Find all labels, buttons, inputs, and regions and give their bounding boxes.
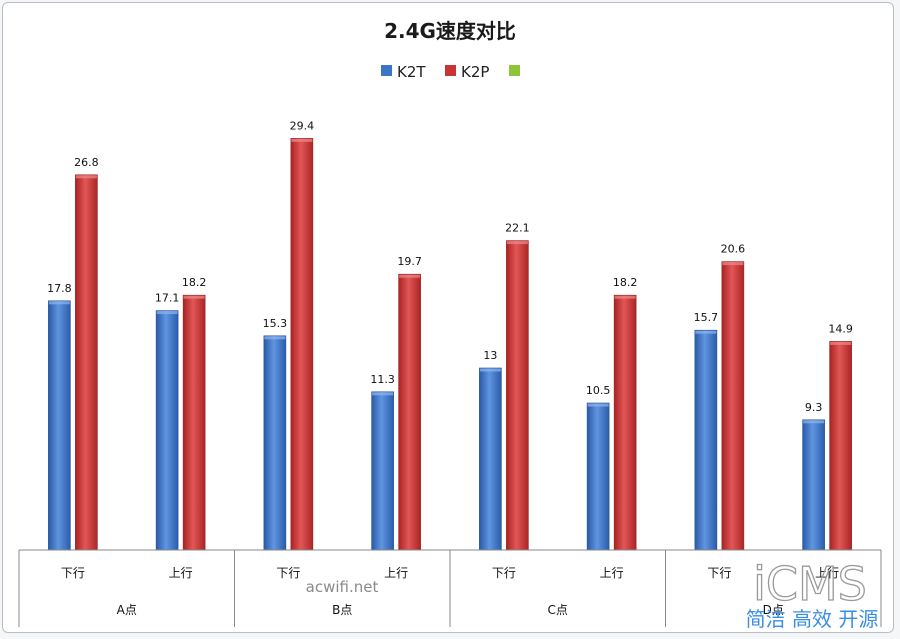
legend-label-k2t: K2T [397,63,426,81]
bar-k2p [613,294,637,551]
legend-swatch-k2t [381,65,392,76]
bar-k2t [586,402,610,551]
bar-k2p-highlight [830,341,852,345]
site-watermark: acwifi.net [306,578,379,596]
bars: 17.826.817.118.215.329.411.319.71322.110… [47,119,853,551]
data-label-k2t: 17.8 [47,282,72,295]
legend: K2T K2P [381,63,520,81]
data-label-k2t: 10.5 [586,384,611,397]
brand-slogan: 简洁 高效 开源 [746,607,879,631]
bar-k2t-highlight [48,301,70,305]
bar-k2t-highlight [264,336,286,340]
tick-label-sub: 上行 [169,566,193,580]
tick-label-group: D点 [763,603,784,617]
legend-swatch-k2p [445,65,456,76]
tick-label-sub: 上行 [384,566,408,580]
bar-k2t [694,329,718,551]
bar-k2t [802,419,825,551]
tick-label-sub: 下行 [61,566,85,580]
brand-logo: iCMS [753,557,867,611]
data-label-k2t: 15.3 [263,317,288,330]
data-label-k2p: 14.9 [828,322,853,335]
data-label-k2p: 29.4 [290,119,315,132]
bar-k2p [829,341,852,551]
bar-k2p [290,138,314,551]
data-label-k2p: 20.6 [721,243,746,256]
data-label-k2t: 17.1 [155,292,180,305]
bar-k2p-highlight [291,138,313,142]
data-label-k2p: 19.7 [397,255,422,268]
tick-label-group: B点 [332,603,352,617]
bar-k2p-highlight [399,274,421,278]
legend-swatch-series-3 [509,65,520,76]
bar-k2t-highlight [803,420,825,424]
bar-k2p [721,261,745,551]
bar-k2p [398,273,421,551]
tick-label-sub: 上行 [600,566,624,580]
data-label-k2t: 15.7 [694,311,719,324]
tick-label-sub: 下行 [276,566,300,580]
chart-frame [2,2,894,633]
bar-k2t-highlight [372,392,394,396]
bar-k2t-highlight [587,403,609,407]
data-label-k2p: 26.8 [74,156,99,169]
bar-k2p [75,174,98,551]
data-label-k2t: 9.3 [805,401,823,414]
bar-k2t [263,335,287,551]
bar-k2p-highlight [506,241,528,245]
chart-title: 2.4G速度对比 [384,19,516,43]
bar-k2p [182,294,206,551]
data-label-k2p: 18.2 [182,276,207,289]
bar-k2p-highlight [722,262,744,266]
data-label-k2p: 18.2 [613,276,638,289]
category-axis: 下行 上行 下行 上行 下行 上行 下行 上行 A点 B点 C点 D点 [18,549,882,627]
data-label-k2t: 13 [483,349,497,362]
bar-k2t-highlight [156,311,178,315]
bar-k2t [479,367,502,551]
data-label-k2t: 11.3 [370,373,395,386]
tick-label-sub: 下行 [707,566,731,580]
bar-k2t [155,310,179,551]
bar-k2p-highlight [614,295,636,299]
tick-label-sub: 下行 [492,566,516,580]
bar-k2p-highlight [75,175,97,179]
bar-k2t [48,300,71,551]
bar-k2t-highlight [695,330,717,334]
tick-label-group: C点 [548,603,568,617]
tick-label-sub: 上行 [815,566,839,580]
bar-k2p [506,240,529,551]
legend-label-k2p: K2P [461,63,489,81]
tick-label-group: A点 [117,603,137,617]
bar-k2t [371,391,394,551]
bar-k2t-highlight [479,368,501,372]
data-label-k2p: 22.1 [505,222,530,235]
bar-k2p-highlight [183,295,205,299]
